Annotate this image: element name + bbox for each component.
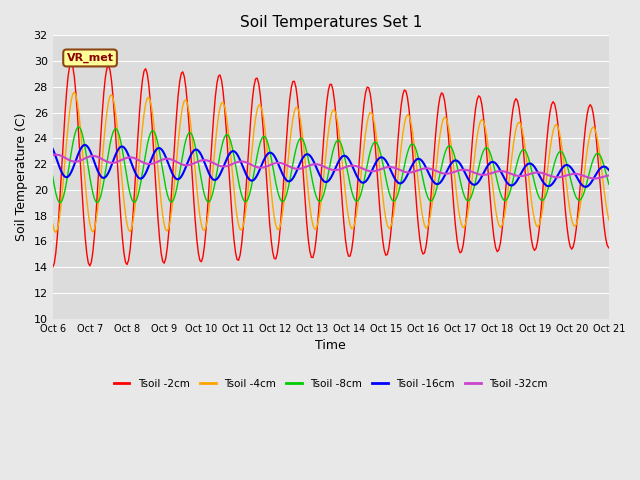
- Text: VR_met: VR_met: [67, 53, 113, 63]
- Legend: Tsoil -2cm, Tsoil -4cm, Tsoil -8cm, Tsoil -16cm, Tsoil -32cm: Tsoil -2cm, Tsoil -4cm, Tsoil -8cm, Tsoi…: [109, 374, 552, 393]
- Y-axis label: Soil Temperature (C): Soil Temperature (C): [15, 113, 28, 241]
- Title: Soil Temperatures Set 1: Soil Temperatures Set 1: [239, 15, 422, 30]
- X-axis label: Time: Time: [316, 339, 346, 352]
